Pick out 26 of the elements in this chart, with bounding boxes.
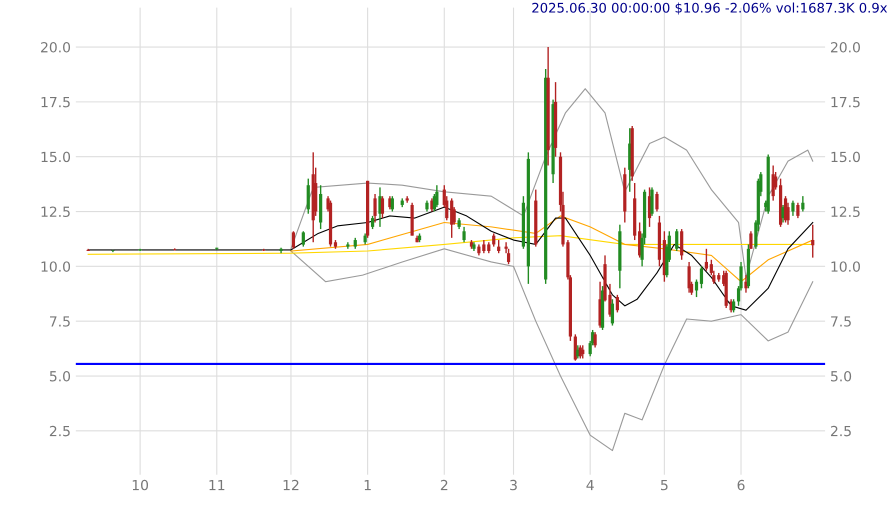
y2-tick-label: 2.5 (830, 426, 851, 436)
y-tick-label: 20.0 (41, 42, 70, 53)
x-tick-label: 10 (132, 480, 148, 490)
y2-tick-label: 7.5 (831, 316, 851, 327)
x-tick-label: 4 (586, 480, 594, 490)
x-tick-label: 11 (209, 480, 224, 490)
y-tick-label: 5.0 (50, 370, 70, 382)
y2-tick-label: 12.5 (831, 206, 860, 218)
y2-tick-label: 10.0 (831, 261, 860, 272)
x-tick-label: 6 (738, 480, 745, 490)
y-tick-label: 12.5 (42, 206, 70, 218)
chart-title: 2025.06.30 00:00:00 $10.96 -2.06% vol:1687.3K 0.9x (532, 2, 888, 14)
y-tick-label: 2.5 (50, 426, 70, 436)
y-tick-label: 15.0 (42, 152, 70, 162)
x-tick-label: 2 (440, 480, 448, 490)
y2-tick-label: 17.5 (831, 97, 860, 108)
y-tick-label: 10.0 (42, 261, 70, 272)
y2-tick-label: 15.0 (831, 152, 860, 162)
y2-tick-label: 5.0 (831, 370, 852, 382)
x-tick-label: 5 (661, 480, 668, 490)
y2-tick-label: 20.0 (830, 42, 860, 53)
x-tick-label: 3 (510, 480, 517, 490)
x-tick-label: 1 (364, 480, 371, 490)
y-tick-label: 7.5 (50, 316, 70, 327)
x-tick-label: 12 (284, 480, 298, 490)
y-tick-label: 17.5 (42, 97, 70, 108)
